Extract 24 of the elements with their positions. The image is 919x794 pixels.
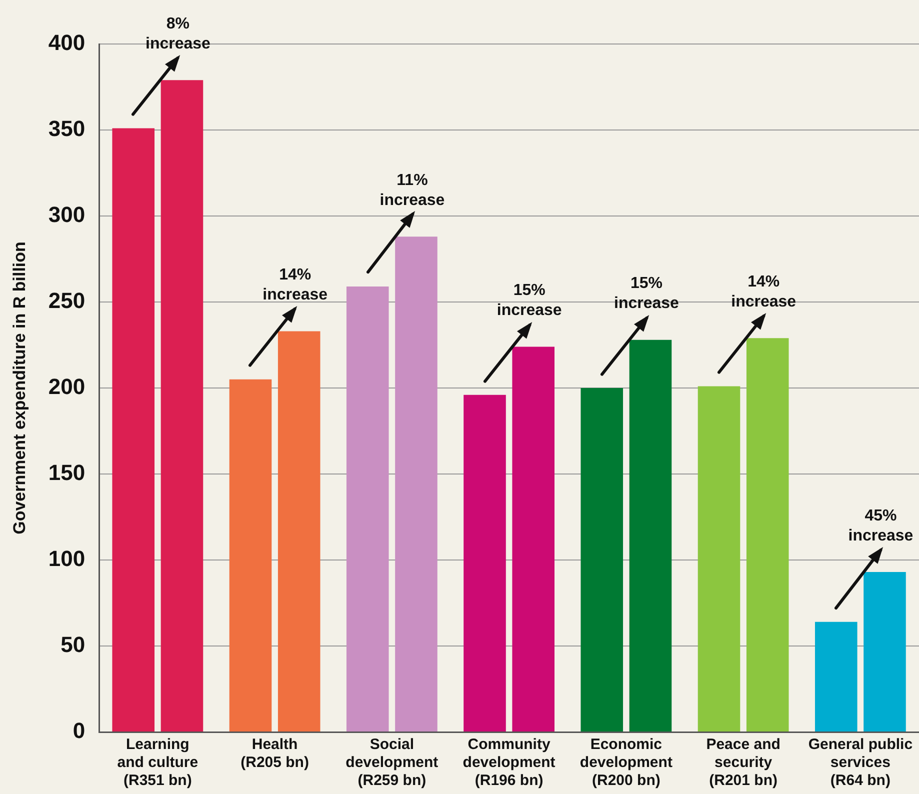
y-tick-label: 100: [48, 546, 86, 572]
annotation: 15% increase: [496, 282, 562, 320]
x-tick-label: Community development (R196 bn): [462, 736, 556, 790]
annotation: 15% increase: [614, 275, 680, 312]
x-tick-label: Peace and security (R201 bn): [706, 736, 780, 790]
y-tick-label: 250: [48, 288, 86, 314]
annotation: 14% increase: [262, 266, 328, 304]
y-tick-label: 400: [48, 30, 86, 56]
y-tick-label: 150: [48, 460, 86, 486]
x-tick-label: Health (R205 bn): [240, 736, 309, 772]
y-tick-label: 200: [48, 374, 86, 400]
y-axis-title: Government expenditure in R billion: [10, 242, 29, 534]
annotation: 14% increase: [731, 274, 796, 311]
y-tick-label: 0: [72, 718, 86, 744]
x-tick-label: General public services (R64 bn): [808, 736, 913, 790]
x-tick-label: Economic development (R200 bn): [580, 736, 672, 790]
annotation: 11% increase: [380, 172, 445, 210]
y-tick-label: 300: [48, 202, 86, 228]
y-tick-label: 350: [48, 116, 86, 142]
annotation: 8% increase: [146, 16, 211, 53]
y-tick-label: 50: [60, 632, 86, 658]
x-tick-label: Social development (R259 bn): [346, 736, 438, 790]
x-tick-label: Learning and culture (R351 bn): [117, 736, 198, 790]
annotation: 45% increase: [848, 507, 914, 544]
